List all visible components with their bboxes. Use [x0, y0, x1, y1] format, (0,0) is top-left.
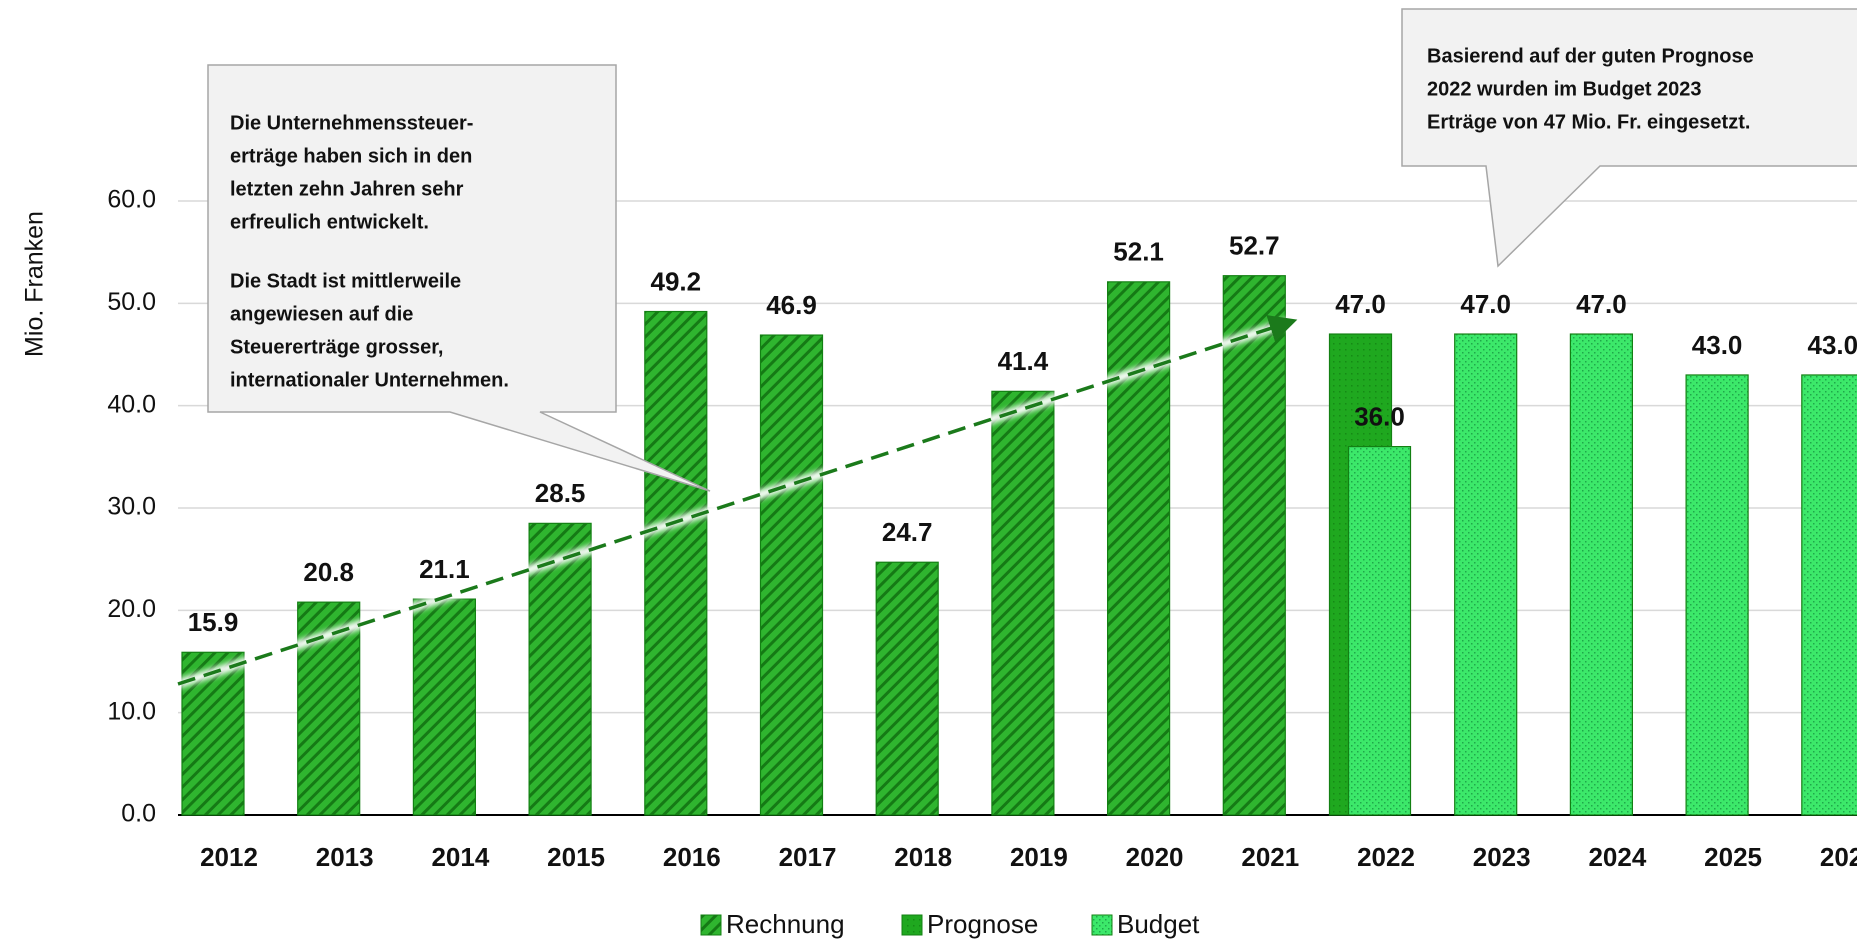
x-tick-label: 2013 — [316, 842, 374, 872]
x-tick-label: 2024 — [1588, 842, 1646, 872]
y-tick-label: 0.0 — [121, 800, 156, 828]
bar — [1685, 374, 1749, 816]
labels: 0.0 10.0 20.0 30.0 40.0 50.0 60.0 2012 15.9 2013 2… — [107, 186, 1857, 872]
value-label: 36.0 — [1354, 401, 1405, 431]
y-tick-label: 10.0 — [107, 697, 156, 725]
legend-swatch — [1091, 914, 1113, 936]
value-label: 43.0 — [1807, 330, 1857, 360]
callout — [1401, 8, 1857, 268]
bar — [181, 651, 245, 816]
legend: Rechnung Prognose Budget — [700, 909, 1200, 939]
x-tick-label: 2026 — [1820, 842, 1857, 872]
x-tick-label: 2014 — [431, 842, 489, 872]
bar — [759, 334, 824, 816]
y-tick-label: 60.0 — [107, 186, 156, 214]
x-tick-label: 2020 — [1126, 842, 1184, 872]
value-label: 52.7 — [1229, 231, 1280, 261]
value-label: 47.0 — [1335, 289, 1386, 319]
callout — [207, 64, 711, 492]
y-tick-label: 30.0 — [107, 493, 156, 521]
value-label: 52.1 — [1113, 237, 1164, 267]
annotation-text: erträge haben sich in den — [230, 145, 472, 167]
value-label: 41.4 — [998, 346, 1049, 376]
y-tick-label: 50.0 — [107, 288, 156, 316]
annotation-text: erfreulich entwickelt. — [230, 211, 429, 233]
annotation-text: Steuererträge grosser, — [230, 336, 443, 358]
bar — [1222, 275, 1286, 816]
annotation-text: Erträge von 47 Mio. Fr. eingesetzt. — [1427, 111, 1750, 133]
value-label: 49.2 — [650, 266, 701, 296]
annotation-text: Basierend auf der guten Prognose — [1427, 45, 1754, 67]
trend-arrow — [176, 315, 1298, 689]
annotation-text: internationaler Unternehmen. — [230, 369, 509, 391]
bar — [1801, 374, 1857, 816]
legend-swatch — [901, 914, 923, 936]
x-tick-label: 2021 — [1241, 842, 1299, 872]
y-tick-label: 40.0 — [107, 390, 156, 418]
y-tick-label: 20.0 — [107, 595, 156, 623]
bar — [1454, 333, 1518, 816]
x-tick-label: 2016 — [663, 842, 721, 872]
x-tick-label: 2015 — [547, 842, 605, 872]
bar — [1347, 446, 1412, 816]
annotation-text: Die Stadt ist mittlerweile — [230, 270, 461, 292]
value-label: 47.0 — [1460, 289, 1511, 319]
legend-label: Budget — [1117, 909, 1200, 939]
value-label: 47.0 — [1576, 289, 1627, 319]
value-label: 24.7 — [882, 517, 933, 547]
bar — [412, 598, 476, 816]
x-tick-label: 2012 — [200, 842, 258, 872]
annotation-text: letzten zehn Jahren sehr — [230, 178, 464, 200]
value-label: 21.1 — [419, 554, 470, 584]
x-tick-label: 2017 — [779, 842, 837, 872]
value-label: 28.5 — [535, 478, 586, 508]
x-tick-label: 2023 — [1473, 842, 1531, 872]
annotation-text: 2022 wurden im Budget 2023 — [1427, 78, 1702, 100]
bar — [1569, 333, 1634, 816]
annotation-text: angewiesen auf die — [230, 303, 413, 325]
y-axis-label: Mio. Franken — [21, 211, 49, 357]
x-tick-label: 2025 — [1704, 842, 1762, 872]
bar — [644, 310, 708, 816]
x-tick-label: 2018 — [894, 842, 952, 872]
bar — [875, 561, 939, 816]
legend-swatch — [700, 914, 722, 936]
value-label: 20.8 — [303, 557, 354, 587]
x-tick-label: 2019 — [1010, 842, 1068, 872]
legend-label: Prognose — [927, 909, 1038, 939]
bar — [991, 390, 1055, 816]
annotations: Die Unternehmenssteuer-erträge haben sic… — [230, 45, 1754, 391]
annotation-text: Die Unternehmenssteuer- — [230, 112, 473, 134]
value-label: 46.9 — [766, 290, 817, 320]
value-label: 15.9 — [188, 607, 239, 637]
bar — [528, 522, 592, 816]
value-label: 43.0 — [1692, 330, 1743, 360]
legend-label: Rechnung — [726, 909, 845, 939]
x-tick-label: 2022 — [1357, 842, 1415, 872]
